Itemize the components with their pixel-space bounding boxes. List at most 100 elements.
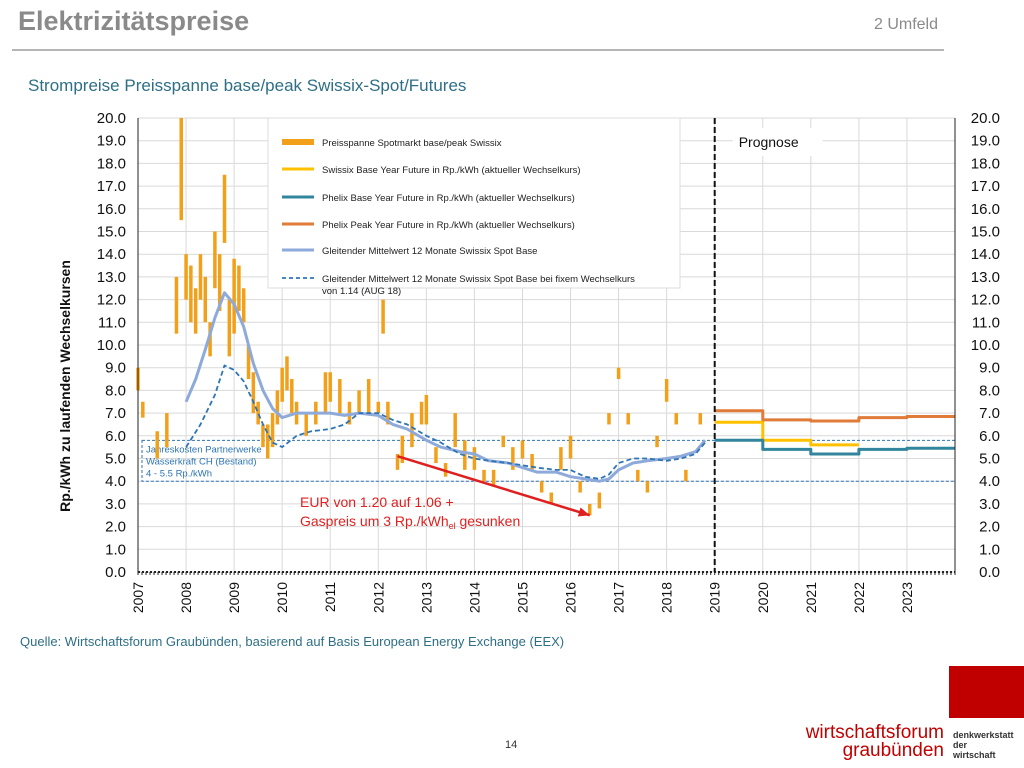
y-tick-label-right: 16.0 [971,201,1000,218]
legend-label: Swissix Base Year Future in Rp./kWh (akt… [322,165,581,176]
x-tick-label: 2009 [226,582,242,613]
y-tick-label-right: 19.0 [971,133,1000,150]
y-tick-label-right: 5.0 [979,451,1000,468]
series-line [714,420,859,447]
logo-tagline-3: wirtschaft [953,750,996,760]
logo-line-2: graubünden [842,740,944,761]
chart-subtitle: Strompreise Preisspanne base/peak Swissi… [28,76,467,95]
y-tick-label-right: 7.0 [979,405,1000,422]
forecast-label-bg [732,128,823,156]
legend-label: von 1.14 (AUG 18) [322,286,401,297]
logo-tagline-1: denkwerkstatt [953,730,1014,740]
x-tick-label: 2023 [899,582,915,613]
x-tick-label: 2015 [514,582,530,613]
logo-line-1: wirtschaftsforum [805,722,944,743]
x-tick-label: 2013 [418,582,434,613]
legend-box [267,117,681,289]
y-tick-label-right: 12.0 [971,292,1000,309]
y-tick-label-left: 7.0 [105,405,126,422]
title-divider [12,49,944,51]
legend-label: Gleitender Mittelwert 12 Monate Swissix … [322,274,635,285]
y-axis-label: Rp./kWh zu laufenden Wechselkursen [57,260,73,512]
series-layer [136,118,955,516]
x-tick-label: 2011 [322,582,338,612]
page-number: 14 [505,739,518,751]
x-tick-label: 2010 [274,582,290,613]
y-tick-label-left: 15.0 [97,224,126,241]
x-tick-label: 2016 [563,582,579,613]
legend-label: Gleitender Mittelwert 12 Monate Swissix … [322,246,537,257]
y-tick-label-left: 17.0 [97,178,126,195]
series-line [714,409,955,423]
y-tick-label-right: 0.0 [979,564,1000,581]
y-tick-label-left: 18.0 [97,155,126,172]
x-tick-label: 2021 [803,582,819,613]
legend: Preisspanne Spotmarkt base/peak Swissix S… [267,117,681,297]
annotation-arrow [397,455,591,517]
y-tick-label-left: 19.0 [97,133,126,150]
y-tick-label-right: 3.0 [979,496,1000,513]
y-tick-label-right: 9.0 [979,360,1000,377]
y-tick-label-right: 10.0 [971,337,1000,354]
y-tick-label-left: 1.0 [105,541,126,558]
y-tick-label-left: 13.0 [97,269,126,286]
cost-band-label: 4 - 5.5 Rp./kWh [146,468,212,479]
y-tick-label-right: 20.0 [971,110,1000,127]
y-tick-label-left: 11.0 [98,314,126,331]
y-tick-label-left: 14.0 [97,246,126,263]
y-tick-label-left: 5.0 [105,451,126,468]
logo: wirtschaftsforum graubünden [796,722,944,761]
y-tick-label-right: 6.0 [979,428,1000,445]
y-tick-label-right: 8.0 [979,382,1000,399]
y-tick-label-left: 4.0 [105,473,126,490]
forecast-label: Prognose [739,134,799,150]
y-tick-label-left: 10.0 [97,337,126,354]
cost-band-label: Jahreskosten Partnerwerke [146,444,262,455]
logo-tagline: denkwerkstatt der wirtschaft [953,730,1014,760]
y-tick-label-right: 11.0 [972,314,1000,331]
cost-band-rect [141,439,956,482]
annotation-arrowhead [577,507,590,517]
y-tick-label-right: 17.0 [971,178,1000,195]
y-tick-label-left: 0.0 [105,564,126,581]
cost-band-label: Wasserkraft CH (Bestand) [146,456,257,467]
axes: 0.0 0.0 1.0 1.0 2.0 2.0 3.0 3.0 4.0 4.0 5.0 5.0 6.0 6… [97,110,1000,613]
series-line [185,364,706,480]
y-tick-label-left: 3.0 [105,496,126,513]
x-tick-label: 2014 [466,582,482,613]
x-tick-label: 2017 [611,582,627,613]
y-tick-label-left: 9.0 [105,360,126,377]
y-tick-label-left: 12.0 [97,292,126,309]
y-tick-label-right: 2.0 [979,519,1000,536]
x-tick-label: 2008 [178,582,194,613]
x-tick-label: 2007 [130,582,146,613]
y-tick-label-left: 2.0 [105,519,126,536]
y-tick-label-right: 15.0 [971,224,1000,241]
y-tick-label-right: 4.0 [979,473,1000,490]
logo-tagline-2: der [953,740,968,750]
legend-label: Phelix Base Year Future in Rp./kWh (aktu… [322,193,575,204]
y-tick-label-right: 18.0 [971,155,1000,172]
page-title: Elektrizitätspreise [18,6,250,36]
x-tick-label: 2022 [851,582,867,613]
annotations: Prognose EUR von 1.20 auf 1.06 + Gaspreis … [300,118,823,572]
legend-label: Phelix Peak Year Future in Rp./kWh (aktu… [322,220,575,231]
y-tick-label-left: 6.0 [105,428,126,445]
x-tick-label: 2012 [370,582,386,613]
x-tick-label: 2020 [755,582,771,613]
annotation-text: Gaspreis um 3 Rp./kWhel gesunken [300,513,520,531]
series-line [714,438,955,456]
y-tick-label-right: 13.0 [971,269,1000,286]
x-tick-label: 2018 [659,582,675,613]
annotation-text: EUR von 1.20 auf 1.06 + [300,494,454,510]
x-tick-label: 2019 [707,582,723,613]
y-tick-label-left: 8.0 [105,382,126,399]
y-tick-label-right: 14.0 [971,246,1000,263]
series-line [184,291,707,483]
section-label: 2 Umfeld [873,16,938,33]
y-tick-label-left: 16.0 [97,201,126,218]
source-note: Quelle: Wirtschaftsforum Graubünden, bas… [20,634,565,649]
y-tick-label-right: 1.0 [979,541,1000,558]
